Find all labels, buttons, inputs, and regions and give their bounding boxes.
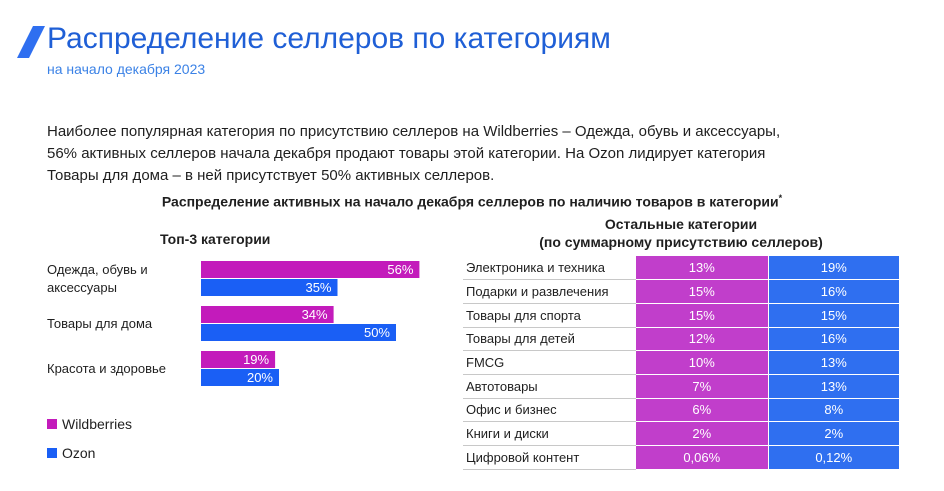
description-line: Наиболее популярная категория по присутс… bbox=[47, 123, 781, 140]
bar-value-label: 50% bbox=[364, 325, 390, 340]
table-cell-category: Автотовары bbox=[463, 374, 636, 399]
bar-value-label: 19% bbox=[243, 352, 269, 367]
description: Наиболее популярная категория по присутс… bbox=[47, 121, 907, 187]
others-table: Электроника и техника 13% 19% Подарки и раз… bbox=[463, 256, 899, 470]
legend-label: Wildberries bbox=[62, 416, 133, 432]
legend-label: Ozon bbox=[62, 445, 96, 461]
table-row: Книги и диски 2% 2% bbox=[463, 421, 899, 446]
table-cell-category: Подарки и развлечения bbox=[463, 279, 636, 304]
legend-swatch bbox=[47, 448, 57, 458]
table-row: FMCG 10% 13% bbox=[463, 350, 899, 375]
top3-chart-title: Топ-3 категории bbox=[160, 231, 271, 247]
table-cell-wildberries: 15% bbox=[636, 279, 769, 304]
bar-value-label: 34% bbox=[302, 307, 328, 322]
bar-ozon bbox=[201, 279, 338, 296]
bar-value-label: 20% bbox=[247, 370, 273, 385]
table-row: Цифровой контент 0,06% 0,12% bbox=[463, 445, 899, 470]
table-cell-ozon: 16% bbox=[768, 327, 899, 352]
table-row: Товары для детей 12% 16% bbox=[463, 327, 899, 352]
table-cell-category: Товары для детей bbox=[463, 327, 636, 352]
legend-swatch bbox=[47, 419, 57, 429]
chart-heading: Распределение активных на начало декабря… bbox=[0, 193, 944, 210]
chart-heading-footnote-mark: * bbox=[778, 193, 783, 203]
table-cell-category: Офис и бизнес bbox=[463, 398, 636, 423]
bar-wildberries bbox=[201, 306, 334, 323]
table-cell-category: Книги и диски bbox=[463, 421, 636, 446]
bar-wildberries bbox=[201, 261, 420, 278]
table-cell-wildberries: 6% bbox=[636, 398, 769, 423]
legend-item-ozon: Ozon bbox=[47, 445, 95, 461]
bar-wildberries bbox=[201, 351, 276, 368]
table-cell-ozon: 19% bbox=[768, 256, 899, 281]
table-cell-wildberries: 12% bbox=[636, 327, 769, 352]
description-line: 56% активных селлеров начала декабря про… bbox=[47, 145, 766, 162]
table-cell-category: FMCG bbox=[463, 350, 636, 375]
table-row: Офис и бизнес 6% 8% bbox=[463, 398, 899, 423]
category-label: Одежда, обувь и аксессуары bbox=[47, 262, 148, 295]
page-subtitle: на начало декабря 2023 bbox=[47, 61, 206, 77]
table-row: Товары для спорта 15% 15% bbox=[463, 303, 899, 328]
table-row: Автотовары 7% 13% bbox=[463, 374, 899, 399]
page-title: Распределение селлеров по категориям bbox=[47, 22, 611, 55]
table-cell-wildberries: 2% bbox=[636, 421, 769, 446]
category-label: Товары для дома bbox=[47, 316, 153, 331]
table-cell-ozon: 8% bbox=[768, 398, 899, 423]
bar-ozon bbox=[201, 324, 396, 341]
others-table-title: Остальные категории (по суммарному прису… bbox=[463, 215, 899, 251]
logo-slash-icon bbox=[17, 26, 45, 58]
others-subtitle: (по суммарному присутствию селлеров) bbox=[539, 234, 823, 250]
bar-value-label: 56% bbox=[387, 262, 413, 277]
table-cell-ozon: 13% bbox=[768, 374, 899, 399]
table-cell-category: Цифровой контент bbox=[463, 445, 636, 470]
category-label: Красота и здоровье bbox=[47, 361, 167, 376]
table-row: Электроника и техника 13% 19% bbox=[463, 256, 899, 281]
bar-ozon bbox=[201, 369, 279, 386]
table-cell-wildberries: 10% bbox=[636, 350, 769, 375]
legend-item-wildberries: Wildberries bbox=[47, 416, 132, 432]
table-cell-wildberries: 7% bbox=[636, 374, 769, 399]
table-cell-ozon: 15% bbox=[768, 303, 899, 328]
table-cell-wildberries: 13% bbox=[636, 256, 769, 281]
table-cell-category: Товары для спорта bbox=[463, 303, 636, 328]
table-cell-wildberries: 0,06% bbox=[636, 445, 769, 470]
table-cell-wildberries: 15% bbox=[636, 303, 769, 328]
table-cell-ozon: 16% bbox=[768, 279, 899, 304]
table-cell-ozon: 2% bbox=[768, 421, 899, 446]
table-cell-ozon: 0,12% bbox=[768, 445, 899, 470]
table-cell-ozon: 13% bbox=[768, 350, 899, 375]
others-title: Остальные категории bbox=[604, 216, 758, 232]
table-cell-category: Электроника и техника bbox=[463, 256, 636, 281]
chart-heading-text: Распределение активных на начало декабря… bbox=[161, 193, 779, 210]
table-row: Подарки и развлечения 15% 16% bbox=[463, 279, 899, 304]
bar-value-label: 35% bbox=[305, 280, 331, 295]
description-line: Товары для дома – в ней присутствует 50%… bbox=[47, 167, 495, 184]
